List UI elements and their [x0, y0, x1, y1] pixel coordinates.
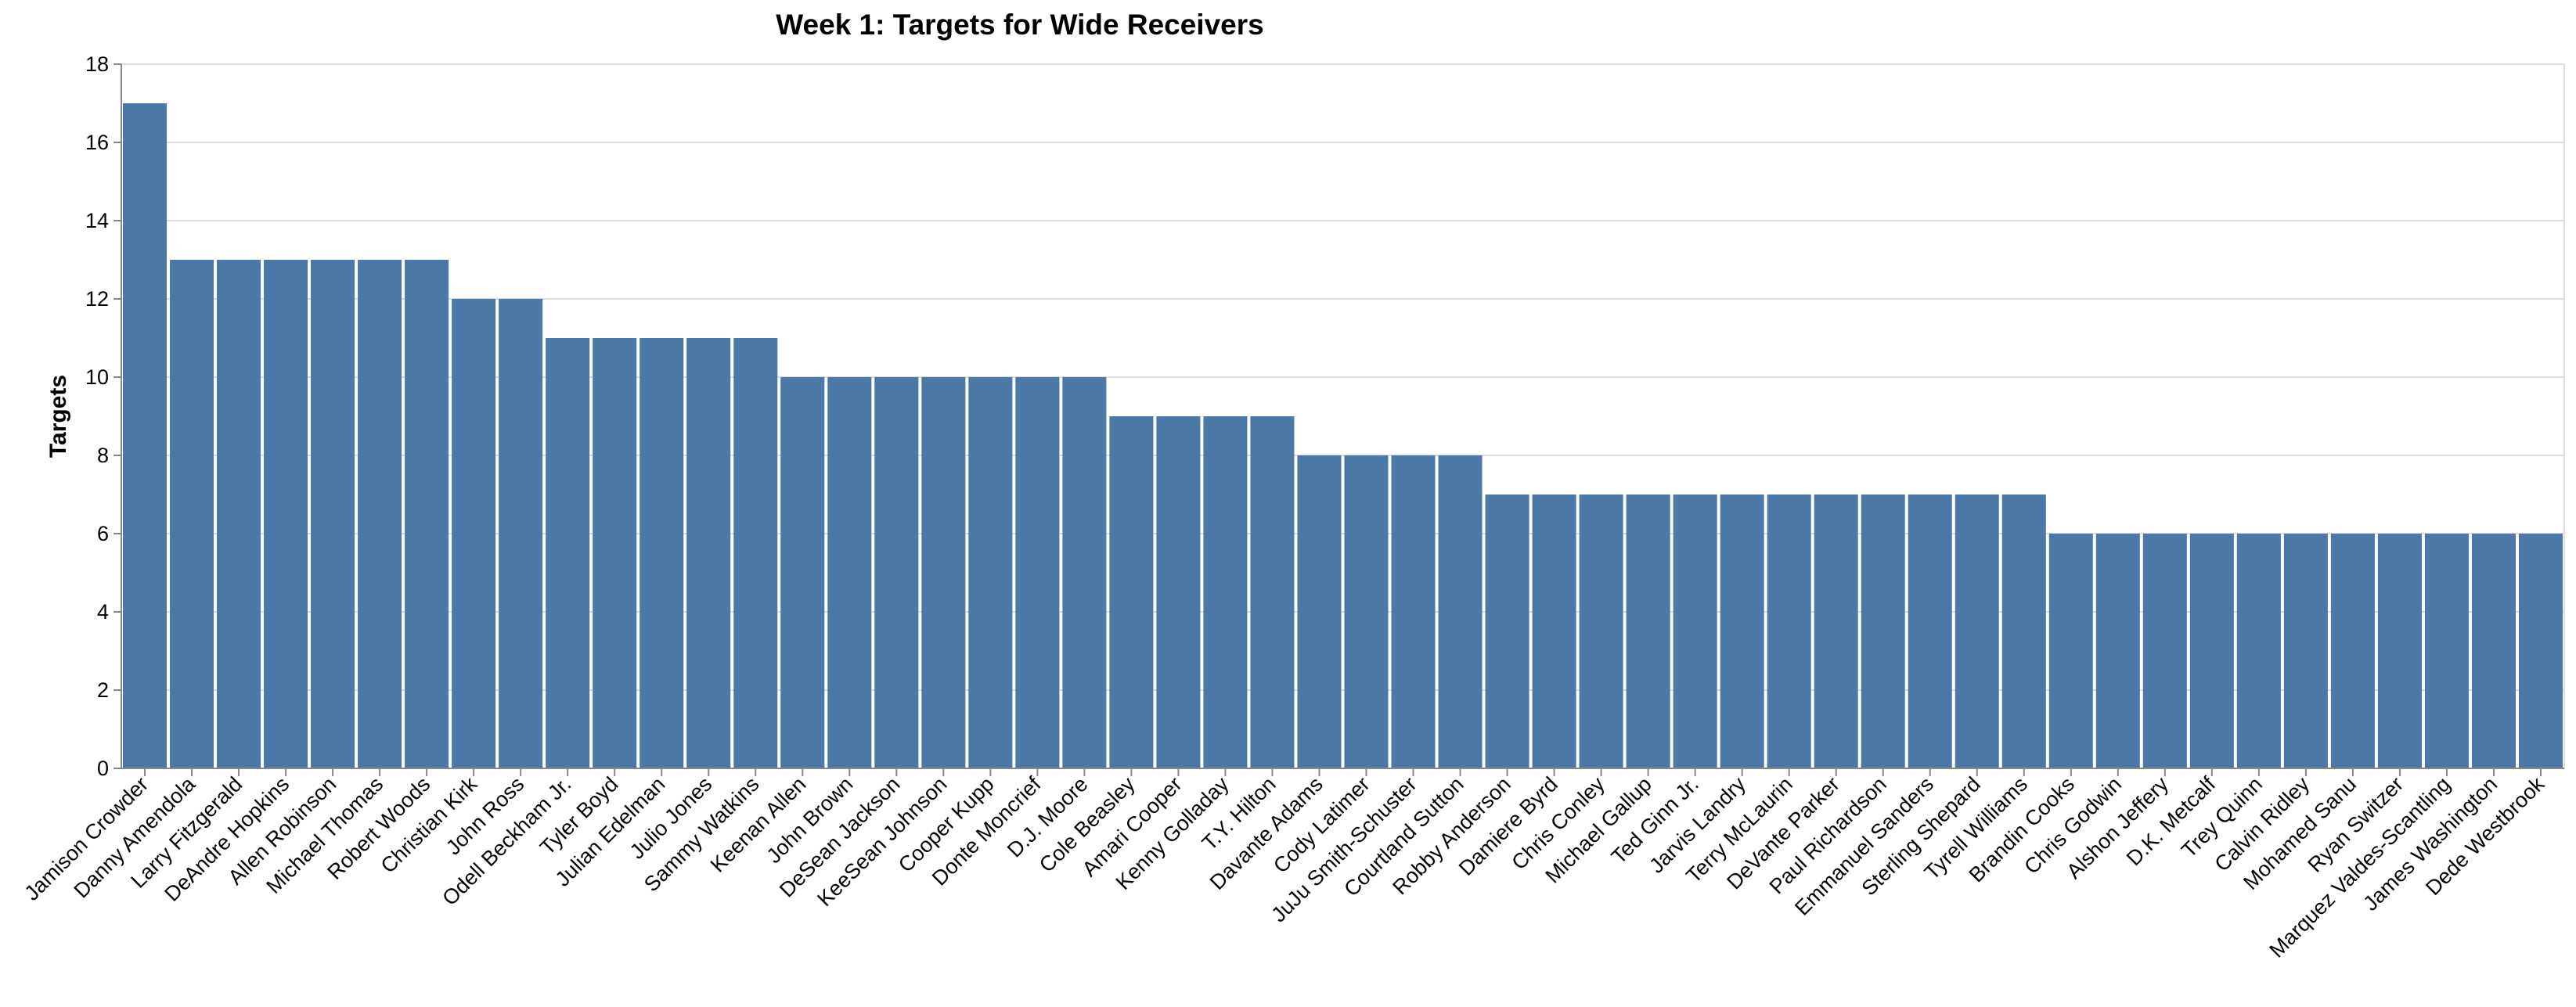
- bar: [1720, 495, 1764, 768]
- bar: [1438, 455, 1483, 768]
- chart-title: Week 1: Targets for Wide Receivers: [776, 9, 1263, 41]
- bar: [780, 377, 825, 768]
- y-tick-label: 8: [97, 444, 109, 467]
- bars: [123, 103, 2563, 768]
- y-tick-label: 14: [85, 209, 109, 232]
- bar: [1908, 495, 1952, 768]
- bar: [2142, 534, 2187, 768]
- bar: [1579, 495, 1623, 768]
- bar: [1015, 377, 1060, 768]
- bar: [311, 260, 355, 768]
- bar: [2518, 534, 2563, 768]
- bar: [639, 338, 684, 768]
- bar: [874, 377, 919, 768]
- bar: [499, 299, 543, 768]
- axes: 0 2 4 6 8 10 12 14 16 18: [85, 52, 2564, 780]
- bar: [1673, 495, 1717, 768]
- bar: [1062, 377, 1107, 768]
- y-axis-title: Targets: [45, 375, 71, 458]
- bar: [2048, 534, 2093, 768]
- bar: [593, 338, 637, 768]
- bar: [170, 260, 214, 768]
- bar: [1344, 455, 1389, 768]
- bar: [921, 377, 966, 768]
- bar: [686, 338, 731, 768]
- bar: [733, 338, 778, 768]
- bar: [546, 338, 590, 768]
- bar: [1861, 495, 1905, 768]
- bar: [217, 260, 261, 768]
- bar: [1485, 495, 1529, 768]
- y-tick-label: 2: [97, 678, 109, 702]
- bar: [2330, 534, 2375, 768]
- bar: [1955, 495, 1999, 768]
- bar: [1156, 416, 1201, 768]
- y-tick-label: 10: [85, 365, 109, 389]
- bar: [2236, 534, 2281, 768]
- bar: [1109, 416, 1154, 768]
- bar: [264, 260, 308, 768]
- bar: [2189, 534, 2234, 768]
- bar: [827, 377, 872, 768]
- bar: [2424, 534, 2469, 768]
- y-tick-label: 12: [85, 287, 109, 311]
- bar: [1767, 495, 1811, 768]
- bar: [2471, 534, 2516, 768]
- y-tick-label: 0: [97, 757, 109, 780]
- bar: [2001, 495, 2046, 768]
- y-tick-label: 16: [85, 131, 109, 154]
- bar: [2377, 534, 2422, 768]
- y-tick-label: 18: [85, 52, 109, 76]
- bar: [1250, 416, 1295, 768]
- bar: [358, 260, 402, 768]
- bar: [1814, 495, 1858, 768]
- bar: [1391, 455, 1436, 768]
- bar: [1297, 455, 1342, 768]
- bar: [968, 377, 1013, 768]
- bar: [1203, 416, 1248, 768]
- bar: [2283, 534, 2328, 768]
- bar: [1626, 495, 1670, 768]
- bar: [1532, 495, 1576, 768]
- bar: [452, 299, 496, 768]
- y-tick-label: 6: [97, 522, 109, 545]
- bar: [123, 103, 168, 768]
- y-tick-label: 4: [97, 600, 109, 624]
- bar: [405, 260, 449, 768]
- bar: [2095, 534, 2140, 768]
